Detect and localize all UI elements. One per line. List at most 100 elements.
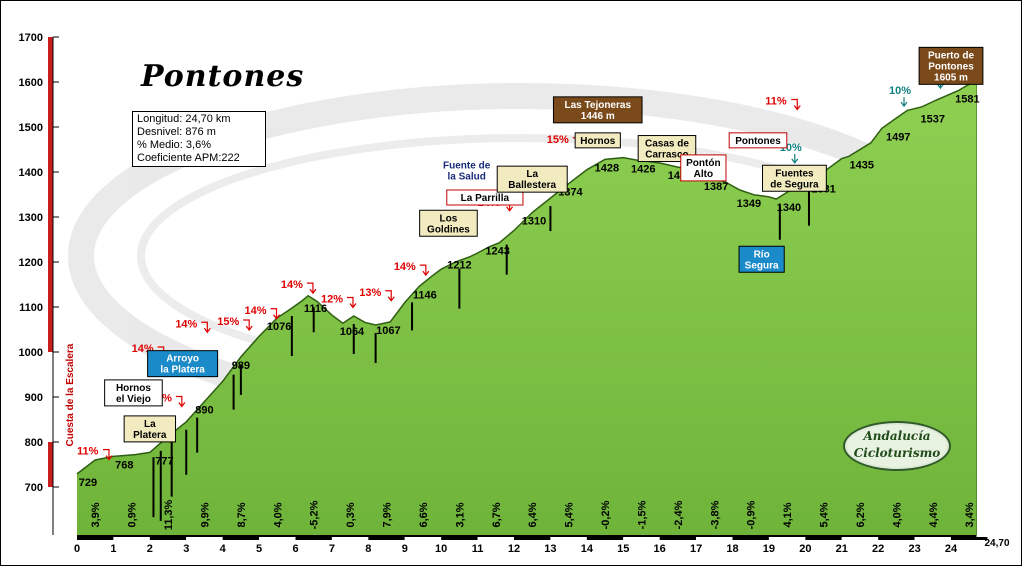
steep-arrow: [385, 290, 395, 302]
place-label: Alto: [694, 169, 713, 180]
km-gradient-label: -1,5%: [636, 500, 648, 529]
x-tick-label: 11: [472, 543, 484, 555]
place-label: La: [144, 419, 156, 430]
altitude-label: 1435: [850, 159, 874, 171]
km-gradient-label: 6,2%: [855, 502, 867, 527]
x-tick-label: 12: [508, 543, 520, 555]
x-tick-label: 14: [581, 543, 594, 555]
altitude-label: 1076: [267, 321, 291, 333]
logo-text-line1: Andalucía: [863, 429, 931, 443]
teal-arrow: [791, 153, 799, 164]
x-end-label: 24,70: [984, 538, 1009, 549]
altitude-label: 1426: [631, 163, 655, 175]
place-box: [446, 189, 524, 206]
x-tick-label: 17: [690, 543, 702, 555]
place-label: Hornos: [116, 383, 151, 394]
y-axis-segment: [48, 262, 53, 307]
place-label: Hornos: [580, 136, 615, 147]
km-gradient-label: 8,7%: [236, 502, 248, 527]
y-tick-label: 1200: [19, 257, 43, 269]
place-label: La: [526, 169, 538, 180]
x-axis-segment: [404, 537, 442, 540]
x-tick-label: 4: [220, 543, 227, 555]
altitude-label: 1387: [704, 181, 728, 193]
place-box: [728, 132, 788, 149]
place-label: la Salud: [447, 172, 485, 183]
place-label: el Viejo: [116, 394, 151, 405]
x-tick-label: 5: [256, 543, 262, 555]
place-label: Goldines: [427, 224, 470, 235]
route-info-box: Longitud: 24,70 km Desnivel: 876 m % Med…: [132, 111, 266, 167]
place-label: de Segura: [770, 179, 819, 190]
y-axis-segment: [48, 307, 53, 352]
vertical-place-label: Cuesta de la Escalera: [65, 343, 76, 446]
place-box: [574, 132, 621, 149]
steep-gradient-label: 14%: [281, 279, 303, 291]
km-gradient-label: -5,2%: [309, 500, 321, 529]
x-axis-segment: [477, 537, 514, 540]
x-axis-segment: [441, 537, 478, 540]
x-axis-segment: [732, 537, 769, 540]
altitude-label: 1581: [955, 94, 979, 106]
x-tick-label: 22: [872, 543, 884, 555]
altitude-label: 1116: [304, 303, 327, 315]
x-axis-segment: [368, 537, 405, 540]
place-label: Pontones: [735, 136, 781, 147]
steep-gradient-label: 15%: [547, 134, 569, 146]
km-gradient-label: 0,3%: [345, 502, 357, 527]
place-label: Arroyo: [166, 354, 199, 365]
place-box: [496, 165, 568, 193]
logo-text-line2: Cicloturismo: [853, 446, 941, 460]
x-axis-segment: [550, 537, 587, 540]
y-tick-label: 1400: [19, 167, 43, 179]
steep-gradient-label: 11%: [77, 446, 99, 458]
x-tick-label: 19: [763, 543, 775, 555]
place-label: Segura: [745, 260, 779, 271]
x-axis-segment: [951, 537, 988, 540]
steep-gradient-label: 14%: [175, 318, 197, 330]
km-gradient-label: 6,7%: [491, 502, 503, 527]
place-label: Fuente de: [443, 161, 491, 172]
x-tick-label: 13: [544, 543, 556, 555]
steep-arrow: [270, 308, 280, 320]
steep-arrow: [175, 395, 186, 408]
gradient-label-teal: 10%: [889, 85, 911, 97]
x-axis-segment: [805, 537, 842, 540]
altitude-label: 1349: [737, 198, 761, 210]
steep-gradient-label: 13%: [359, 287, 381, 299]
y-axis-segment: [48, 82, 53, 127]
x-tick-label: 9: [402, 543, 408, 555]
x-axis-segment: [514, 537, 551, 540]
info-elevation-gain: Desnivel: 876 m: [137, 126, 216, 138]
km-gradient-label: 4,0%: [272, 502, 284, 527]
km-gradient-label: -0,9%: [746, 500, 758, 529]
altitude-label: 1497: [886, 131, 910, 143]
km-gradient-label: 9,9%: [199, 502, 211, 527]
place-box: [680, 154, 727, 182]
y-axis-segment: [48, 352, 53, 397]
x-tick-label: 6: [292, 543, 298, 555]
x-tick-label: 23: [908, 543, 920, 555]
y-tick-label: 700: [25, 482, 43, 494]
place-box: [104, 379, 163, 407]
y-axis-segment: [48, 442, 53, 487]
y-axis-segment: [48, 127, 53, 172]
steep-arrow: [201, 321, 211, 334]
km-gradient-label: -0,2%: [600, 500, 612, 529]
place-label: Puerto de: [928, 50, 975, 61]
km-gradient-label: 5,4%: [819, 502, 831, 527]
place-label: 1446 m: [581, 111, 615, 122]
x-axis-segment: [149, 537, 187, 540]
x-tick-label: 18: [726, 543, 738, 555]
x-tick-label: 15: [617, 543, 629, 555]
place-box: [552, 96, 643, 124]
y-axis-segment: [48, 37, 53, 82]
km-gradient-label: 3,9%: [90, 502, 102, 527]
x-tick-label: 20: [799, 543, 811, 555]
y-tick-label: 1300: [19, 212, 43, 224]
place-label: Pontones: [928, 61, 974, 72]
altitude-label: 1067: [376, 325, 400, 337]
place-box: [918, 46, 984, 85]
km-gradient-label: 11,3%: [163, 499, 175, 530]
